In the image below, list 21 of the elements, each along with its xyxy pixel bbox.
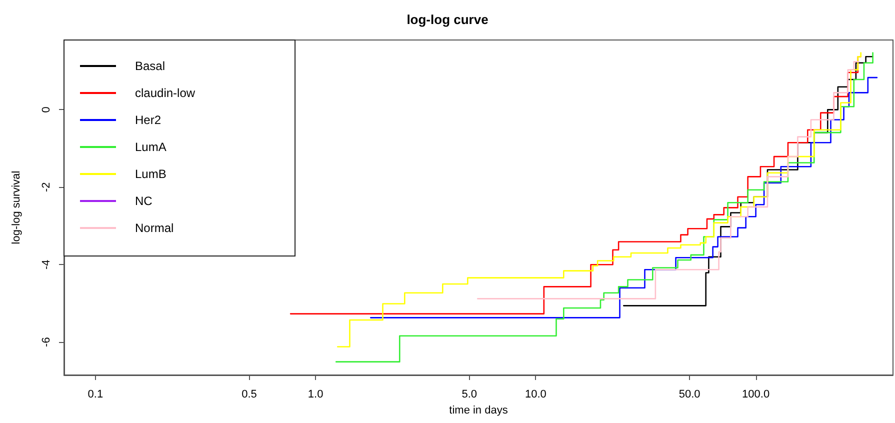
y-tick-label: -6 [40, 337, 52, 347]
legend-label: claudin-low [135, 86, 196, 100]
legend-label: Basal [135, 59, 166, 73]
y-tick-label: -4 [40, 260, 52, 270]
x-tick-label: 10.0 [524, 388, 546, 400]
x-tick-label: 0.5 [242, 388, 257, 400]
legend-label: LumB [135, 167, 166, 181]
x-tick-label: 0.1 [88, 388, 104, 400]
y-tick-label: 0 [40, 106, 52, 113]
x-tick-label: 5.0 [462, 388, 478, 400]
y-axis-title: log-log survival [10, 170, 22, 244]
legend-label: Her2 [135, 113, 162, 127]
legend-label: LumA [135, 140, 166, 154]
legend-label: NC [135, 194, 153, 208]
x-tick-label: 100.0 [742, 388, 770, 400]
x-tick-label: 50.0 [678, 388, 700, 400]
legend-label: Normal [135, 221, 174, 235]
x-tick-label: 1.0 [308, 388, 324, 400]
chart-title: log-log curve [406, 12, 488, 27]
y-tick-label: -2 [40, 182, 52, 192]
x-axis-title: time in days [449, 404, 508, 416]
